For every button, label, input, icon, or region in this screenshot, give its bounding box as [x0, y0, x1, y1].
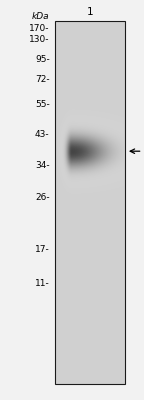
Text: 11-: 11-: [35, 280, 50, 288]
Text: 95-: 95-: [35, 55, 50, 64]
Text: 130-: 130-: [29, 36, 50, 44]
Text: 17-: 17-: [35, 246, 50, 254]
Text: 72-: 72-: [35, 76, 50, 84]
Text: 43-: 43-: [35, 130, 50, 139]
Text: 34-: 34-: [35, 162, 50, 170]
Text: kDa: kDa: [32, 12, 50, 21]
Text: 55-: 55-: [35, 100, 50, 109]
Text: 26-: 26-: [35, 193, 50, 202]
Text: 1: 1: [87, 7, 94, 17]
Text: 170-: 170-: [29, 24, 50, 33]
Bar: [55, 21, 125, 384]
